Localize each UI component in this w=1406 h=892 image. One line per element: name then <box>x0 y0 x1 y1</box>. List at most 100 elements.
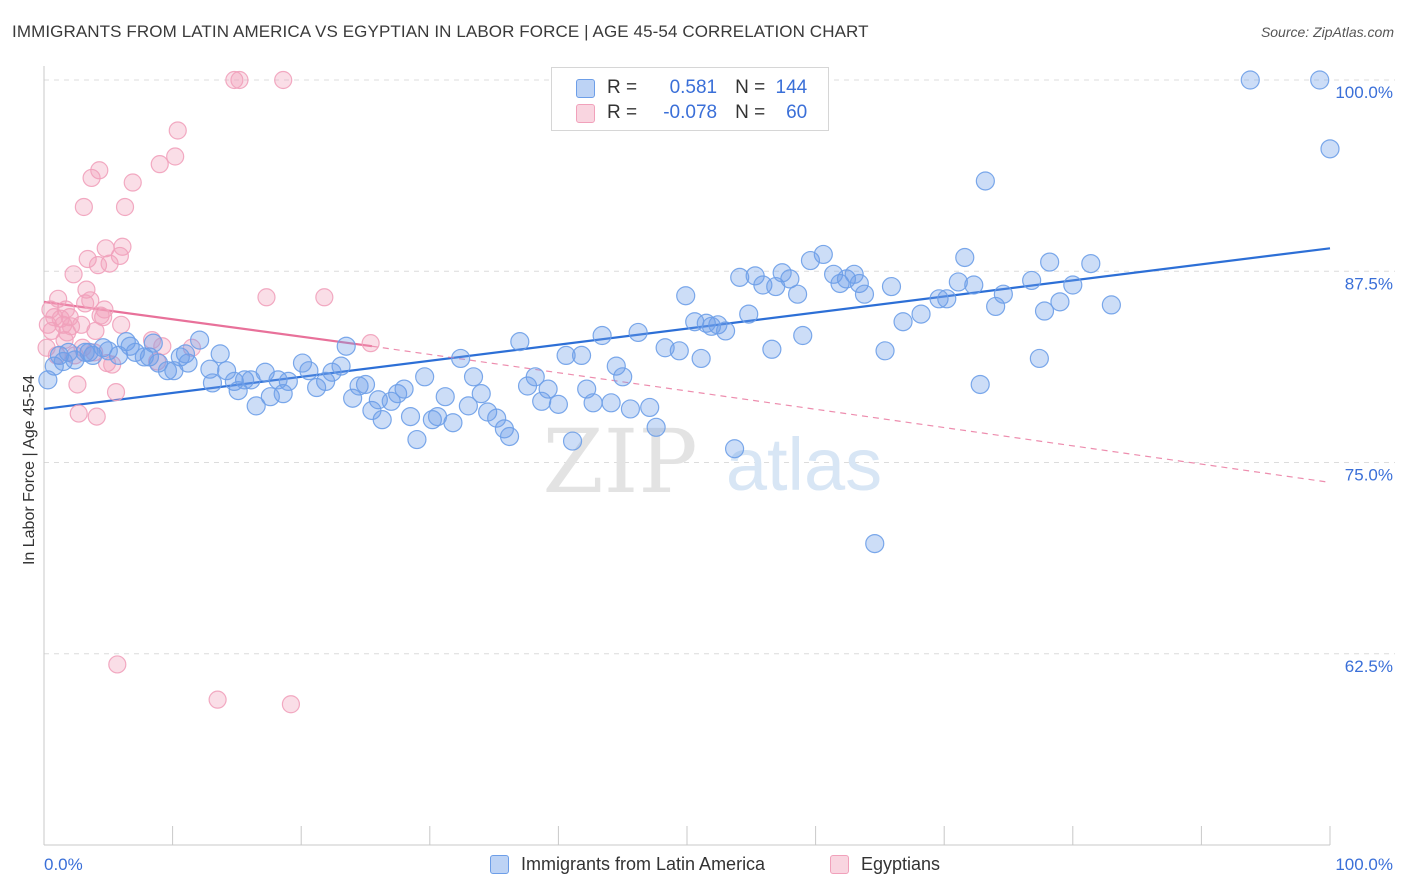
data-point-latin-america <box>1034 301 1055 321</box>
legend-r-label: R = <box>607 102 638 123</box>
data-point-egyptians <box>42 321 61 341</box>
data-point-latin-america <box>435 387 455 407</box>
data-point-latin-america <box>562 431 583 451</box>
data-point-latin-america <box>273 384 293 404</box>
data-point-egyptians <box>113 237 132 256</box>
data-point-latin-america <box>299 361 319 381</box>
data-point-latin-america <box>601 393 621 413</box>
data-point-egyptians <box>74 197 93 217</box>
data-point-latin-america <box>948 272 968 292</box>
trend-line-extension-egyptians <box>371 345 1331 483</box>
data-point-egyptians <box>87 407 106 426</box>
data-point-latin-america <box>844 264 864 284</box>
data-point-latin-america <box>143 333 163 353</box>
data-point-latin-america <box>355 374 376 395</box>
data-point-egyptians <box>81 291 100 310</box>
data-point-latin-america <box>44 356 64 376</box>
legend-n-value: 60 <box>786 102 808 123</box>
data-point-latin-america <box>1040 252 1060 272</box>
data-point-latin-america <box>640 397 660 418</box>
data-point-egyptians <box>112 315 131 334</box>
series-swatch-latin-america <box>490 854 509 874</box>
data-point-latin-america <box>937 289 957 309</box>
data-point-latin-america <box>1310 70 1330 90</box>
data-point-egyptians <box>108 655 127 674</box>
data-point-latin-america <box>463 367 484 387</box>
data-point-latin-america <box>190 330 210 350</box>
data-point-latin-america <box>739 304 759 324</box>
data-point-egyptians <box>100 254 119 273</box>
data-point-latin-america <box>1101 295 1121 315</box>
data-point-latin-america <box>458 396 478 416</box>
data-point-latin-america <box>691 348 711 369</box>
legend-row-latin-america: R = 0.581 N = 144 <box>576 76 807 100</box>
x-tick-label: 0.0% <box>44 855 83 874</box>
data-point-latin-america <box>592 325 612 346</box>
data-point-latin-america <box>583 393 603 413</box>
data-point-egyptians <box>361 334 380 353</box>
data-point-latin-america <box>400 407 421 427</box>
data-point-egyptians <box>106 383 126 402</box>
data-point-latin-america <box>780 269 800 289</box>
chart-title: IMMIGRANTS FROM LATIN AMERICA VS EGYPTIA… <box>12 22 869 41</box>
data-point-latin-america <box>538 379 558 399</box>
correlation-legend: R = 0.581 N = 144 R = -0.078 N = 60 <box>551 67 829 131</box>
data-point-latin-america <box>381 391 401 411</box>
data-point-latin-america <box>451 348 471 369</box>
data-point-latin-america <box>202 373 223 393</box>
data-point-latin-america <box>394 379 414 399</box>
data-point-latin-america <box>548 394 569 414</box>
data-point-egyptians <box>150 155 169 174</box>
data-point-latin-america <box>134 347 154 367</box>
data-point-latin-america <box>701 316 722 336</box>
series-name-latin-america: Immigrants from Latin America <box>521 853 766 874</box>
data-point-latin-america <box>170 347 190 367</box>
data-point-latin-america <box>278 371 298 392</box>
data-point-latin-america <box>875 341 895 361</box>
data-point-egyptians <box>95 300 114 319</box>
data-point-egyptians <box>257 288 276 307</box>
data-point-latin-america <box>407 429 427 450</box>
data-point-latin-america <box>499 426 520 447</box>
series-name-egyptians: Egyptians <box>861 853 941 874</box>
data-point-latin-america <box>986 296 1006 317</box>
data-point-latin-america <box>487 408 507 428</box>
data-point-latin-america <box>246 396 266 416</box>
data-point-egyptians <box>166 147 185 166</box>
data-point-latin-america <box>628 322 648 343</box>
gridlines <box>44 79 1395 655</box>
data-point-egyptians <box>274 70 293 90</box>
data-point-latin-america <box>715 321 736 341</box>
y-tick-label: 75.0% <box>1345 466 1393 485</box>
legend-r-value: 0.581 <box>669 77 718 98</box>
data-point-egyptians <box>78 249 97 269</box>
y-tick-label: 87.5% <box>1345 274 1393 293</box>
data-point-latin-america <box>620 399 641 419</box>
source-credit: Source: ZipAtlas.com <box>1260 24 1394 40</box>
y-tick-label: 62.5% <box>1345 657 1393 676</box>
data-point-latin-america <box>372 410 392 430</box>
data-point-latin-america <box>415 367 435 387</box>
data-point-latin-america <box>708 315 728 335</box>
data-point-egyptians <box>281 695 301 714</box>
data-point-latin-america <box>471 384 491 404</box>
data-point-latin-america <box>98 341 118 361</box>
data-point-latin-america <box>532 391 552 411</box>
legend-n-label: N = <box>735 102 766 123</box>
data-point-latin-america <box>669 341 689 361</box>
data-point-latin-america <box>1029 348 1049 369</box>
data-point-latin-america <box>993 284 1013 304</box>
data-point-latin-america <box>1050 292 1070 312</box>
data-point-latin-america <box>1081 254 1101 274</box>
data-point-latin-america <box>525 367 545 387</box>
data-point-latin-america <box>125 342 145 362</box>
data-point-egyptians <box>315 288 334 307</box>
data-point-egyptians <box>64 265 83 284</box>
legend-row-egyptians: R = -0.078 N = 60 <box>576 101 807 125</box>
data-point-latin-america <box>510 332 530 352</box>
data-point-latin-america <box>854 284 875 304</box>
data-point-latin-america <box>422 410 442 430</box>
data-point-egyptians <box>76 294 95 313</box>
data-point-latin-america <box>556 345 576 365</box>
data-point-latin-america <box>349 376 369 396</box>
